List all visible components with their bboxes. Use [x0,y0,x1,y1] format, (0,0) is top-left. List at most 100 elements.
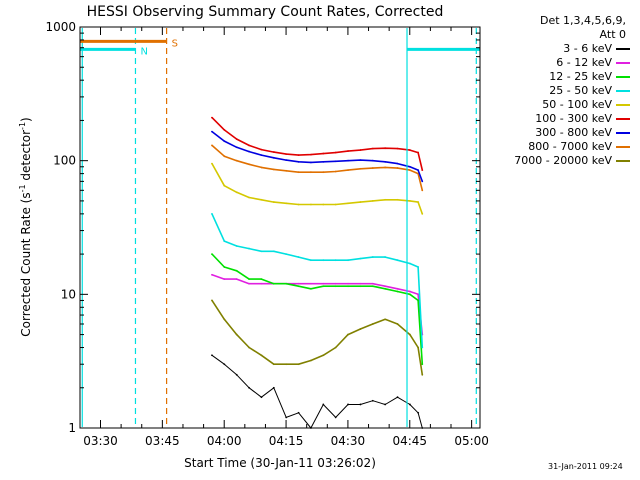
data-point [371,399,374,402]
x-axis-ticks: 03:30 03:45 04:00 04:15 04:30 04:45 05:00 [83,27,489,448]
data-point [421,346,424,349]
data-point [334,259,337,262]
data-point [272,201,275,203]
data-point [211,354,213,357]
data-point [408,290,411,293]
data-point [417,411,420,414]
x-tick-label: 04:45 [392,434,427,448]
data-point [359,201,362,203]
legend-entry: 7000 - 20000 keV [470,154,630,168]
legend-label: 300 - 800 keV [535,126,612,139]
x-tick-label: 04:30 [331,434,366,448]
data-point [371,147,374,150]
data-point [371,159,374,162]
data-point [417,151,420,154]
legend-entry: 3 - 6 keV [470,42,630,56]
data-point [347,150,349,152]
data-point [260,166,263,169]
data-point [347,169,349,172]
plot-frame [79,26,481,429]
data-point [371,282,374,285]
data-point [285,363,288,366]
legend-entry: 6 - 12 keV [470,56,630,70]
data-point [235,333,238,336]
data-point [285,169,288,172]
data-point [334,160,337,163]
data-point [334,203,337,206]
data-point [347,159,349,162]
data-point [260,198,263,201]
data-point [334,170,337,173]
data-point [322,285,325,288]
data-point [347,403,349,406]
data-point [297,411,300,414]
data-point [260,148,263,151]
data-point [260,154,263,157]
data-point [235,269,238,272]
series-line [211,144,424,191]
data-point [297,171,300,174]
data-point [285,282,288,285]
data-point [297,256,300,258]
legend-label: 3 - 6 keV [563,42,612,55]
data-point [310,203,312,206]
data-point [235,245,238,247]
data-point [322,203,325,206]
x-tick-label: 05:00 [454,434,489,448]
legend: Det 1,3,4,5,6,9, Att 0 3 - 6 keV 6 - 12 k… [470,14,630,168]
y-axis-label: Corrected Count Rate (s-1 detector-1) [18,117,33,336]
data-point [359,403,362,406]
data-point [235,373,238,376]
data-point [421,169,424,172]
data-point [408,333,411,336]
y-axis-ticks: 1 10 100 1000 [45,20,480,435]
data-point [297,154,300,157]
data-point [211,130,213,133]
data-point [384,403,387,406]
data-point [322,403,325,406]
data-point [211,212,213,215]
legend-swatch [616,76,630,78]
data-point [223,318,226,321]
legend-label: 7000 - 20000 keV [514,154,612,167]
data-point [371,167,374,169]
legend-label: 50 - 100 keV [542,98,612,111]
data-point [248,196,250,199]
data-point [248,150,250,153]
data-point [248,386,250,389]
legend-swatch [616,118,630,120]
series-line [211,274,424,335]
x-tick-label: 03:30 [83,434,118,448]
legend-entry: 100 - 300 keV [470,112,630,126]
data-point [211,299,213,302]
data-point [334,416,337,419]
data-point [371,285,374,288]
data-point [421,373,424,376]
series-line [211,163,424,215]
data-point [322,259,325,262]
data-point [384,160,387,163]
data-point [322,354,325,357]
data-point [408,262,411,265]
x-tick-label: 04:00 [207,434,242,448]
legend-header-line1: Det 1,3,4,5,6,9, [539,14,626,27]
data-point [334,282,337,285]
data-point [297,285,300,288]
data-point [248,346,250,349]
legend-label: 12 - 25 keV [549,70,612,83]
legend-swatch [616,62,630,64]
data-point [396,147,399,150]
data-point [223,240,226,243]
data-point [396,162,399,165]
data-point [322,160,325,163]
data-point [396,396,399,399]
data-point [235,146,238,149]
data-point [371,323,374,325]
data-point [297,160,300,163]
legend-entries: 3 - 6 keV 6 - 12 keV 12 - 25 keV 25 - 50 ke… [470,42,630,168]
legend-label: 6 - 12 keV [556,56,612,69]
data-point [223,266,226,268]
data-point [384,256,387,258]
data-point [347,282,349,285]
